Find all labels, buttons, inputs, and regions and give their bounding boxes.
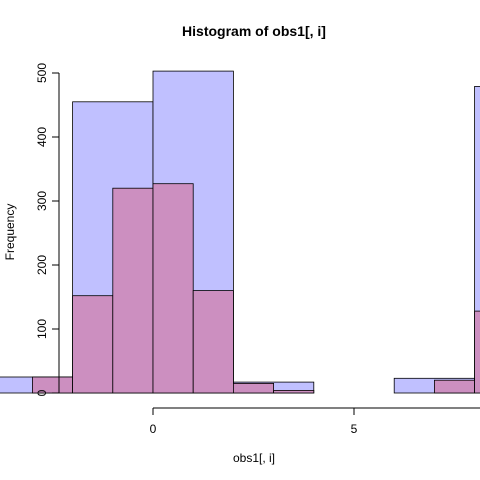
y-tick-label: 500 xyxy=(35,63,49,83)
histogram-bar xyxy=(474,310,480,394)
y-axis-label: Frequency xyxy=(3,204,17,261)
y-tick-label: 0 xyxy=(35,389,49,396)
chart-title: Histogram of obs1[, i] xyxy=(182,23,326,39)
axes-layer: 01002003004005000510 xyxy=(35,63,480,436)
histogram-bar xyxy=(273,389,315,394)
series-2 xyxy=(32,183,480,394)
y-tick-label: 400 xyxy=(35,127,49,147)
y-tick-label: 200 xyxy=(35,255,49,275)
histogram-bar xyxy=(232,382,274,394)
bars-layer xyxy=(0,70,480,394)
series-1 xyxy=(0,70,480,394)
x-tick-label: 0 xyxy=(150,422,157,436)
x-axis-label: obs1[, i] xyxy=(233,451,275,465)
y-tick-label: 300 xyxy=(35,191,49,211)
x-tick-label: 5 xyxy=(351,422,358,436)
histogram-bar xyxy=(152,183,194,394)
histogram-bar xyxy=(112,187,154,394)
histogram-bar xyxy=(474,86,480,394)
histogram-bar xyxy=(72,295,114,394)
histogram-bar xyxy=(192,290,234,394)
histogram-bar xyxy=(433,379,475,394)
y-tick-label: 100 xyxy=(35,319,49,339)
